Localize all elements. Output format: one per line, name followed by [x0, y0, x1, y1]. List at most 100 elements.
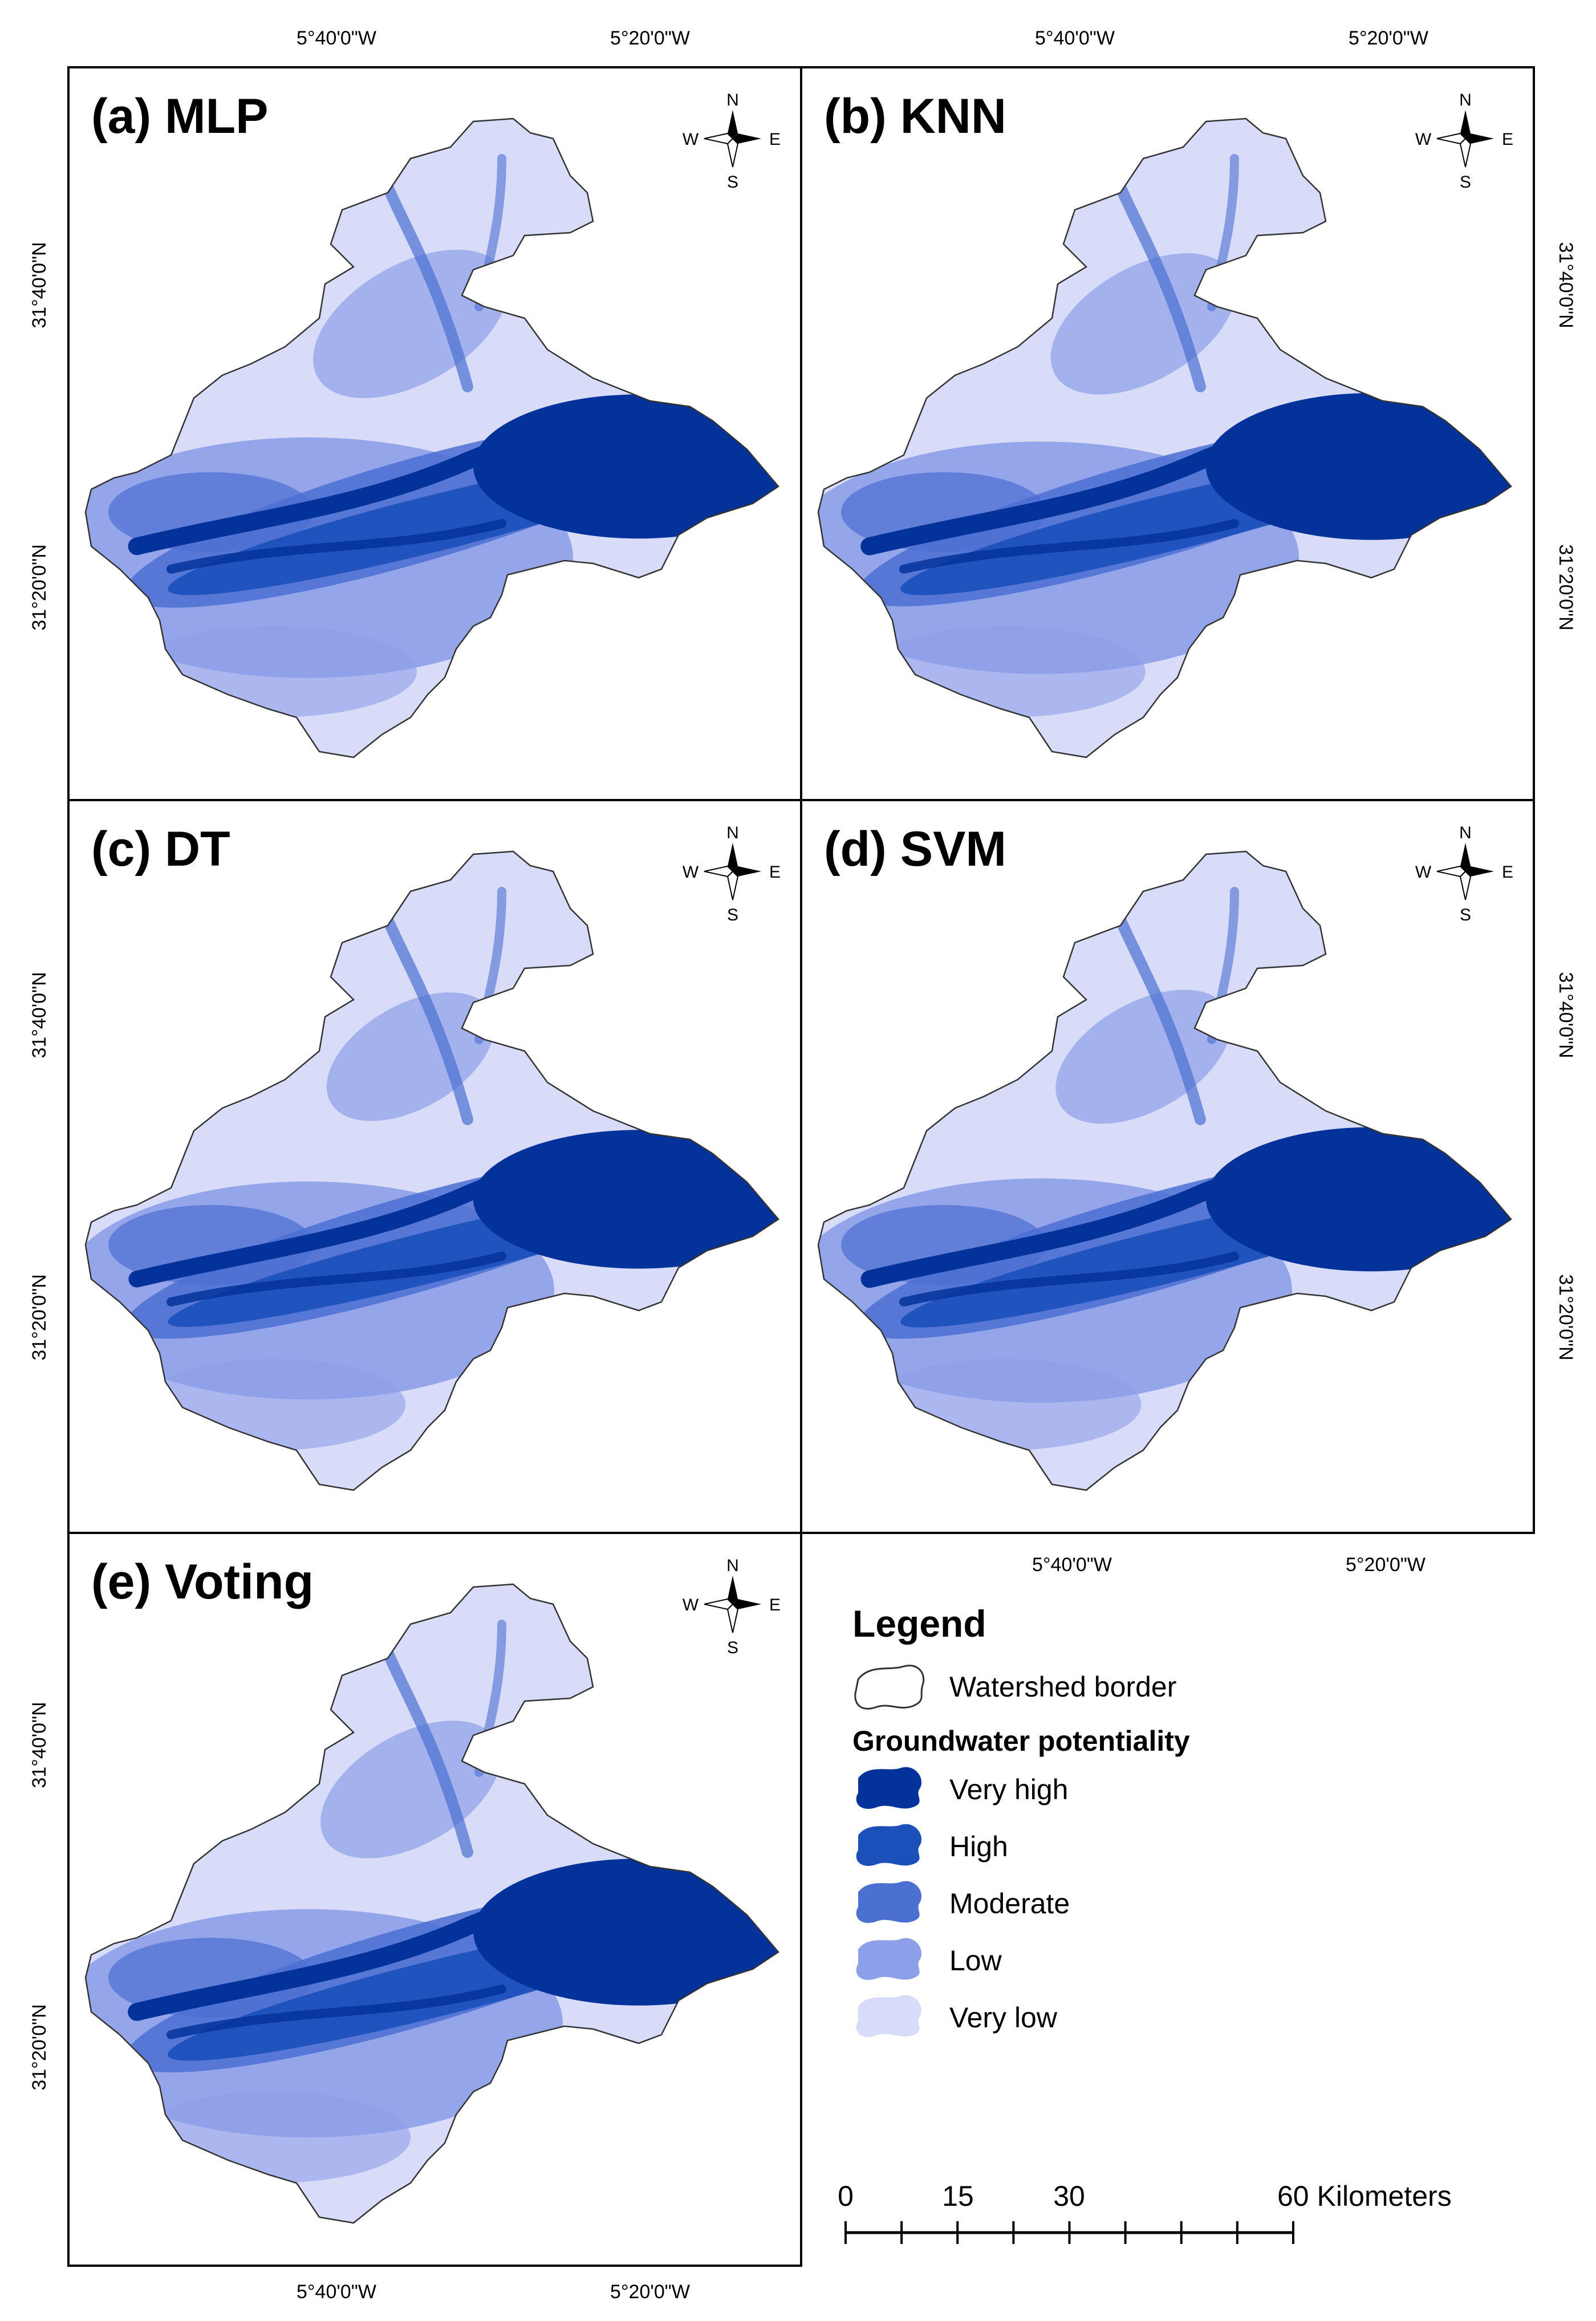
lat-top-b: 31°40'0"N [1555, 242, 1577, 328]
compass-letter: W [683, 1596, 699, 1614]
moderate-channel [382, 1647, 473, 1858]
moderate-channel [1115, 914, 1206, 1125]
compass-letter: S [727, 173, 738, 192]
compass-letter: W [1415, 130, 1432, 149]
moderate-zone [841, 1205, 1046, 1285]
compass-icon: N S E W [683, 91, 781, 192]
legend-item-label: High [949, 1831, 1008, 1863]
panel-title: (b) KNN [824, 89, 1006, 144]
legend-swatch [856, 1767, 922, 1809]
compass-letter: S [727, 1638, 738, 1657]
scale-ticks [844, 2221, 1294, 2244]
moderate-zone [108, 1205, 314, 1285]
very-high-valley [899, 1252, 1239, 1306]
top-lon-left-a: 5°40'0"W [297, 27, 376, 49]
very-high-valley [166, 1985, 506, 2039]
compass-icon: N S E W [1415, 823, 1513, 924]
scale-label-0: 0 [838, 2180, 854, 2212]
legend-swatch [856, 1995, 922, 2037]
very-high-valley [860, 1145, 1380, 1288]
panel-title: (a) MLP [91, 89, 269, 144]
very-high-valley [166, 519, 506, 574]
compass-letter: E [1502, 130, 1513, 149]
legend-item-label: Moderate [949, 1888, 1070, 1920]
panel-title: (d) SVM [824, 822, 1006, 877]
legend-items: Very high High Moderate Low Very low [856, 1767, 1070, 2037]
lat-bottom-e: 31°20'0"N [29, 2004, 50, 2090]
panel-title: (c) DT [91, 822, 230, 877]
compass-icon: N S E W [683, 823, 781, 924]
moderate-channel [382, 181, 473, 392]
legend: Legend Watershed border Groundwater pote… [852, 1602, 1190, 2037]
lat-top-c: 31°40'0"N [29, 972, 50, 1058]
very-high-valley [166, 1252, 506, 1306]
scale-label-60: 60 Kilometers [1277, 2180, 1452, 2212]
watershed-border-label: Watershed border [949, 1671, 1176, 1703]
scale-label-30: 30 [1053, 2180, 1085, 2212]
compass-letter: S [727, 906, 738, 924]
compass-letter: W [683, 863, 699, 882]
watershed-border [817, 850, 1512, 1491]
legend-item-label: Very high [949, 1774, 1068, 1805]
map-panel: (a) MLP N S E W [67, 66, 802, 801]
map-panel: (d) SVM N S E W [800, 799, 1535, 1534]
lat-top-e: 31°40'0"N [29, 1702, 50, 1788]
very-high-valley [128, 412, 648, 555]
legend-subtitle: Groundwater potentiality [852, 1725, 1190, 1757]
scale-bar: 0 15 30 60 Kilometers [838, 2180, 1452, 2244]
compass-letter: E [769, 1596, 781, 1614]
lat-top-a: 31°40'0"N [29, 242, 50, 328]
compass-letter: S [1460, 173, 1471, 192]
bottom-lon-left-e: 5°40'0"W [297, 2281, 376, 2303]
lat-bottom-b: 31°20'0"N [1555, 544, 1577, 630]
moderate-zone [108, 472, 314, 552]
compass-letter: S [1460, 906, 1471, 924]
very-high-valley [860, 412, 1380, 555]
bottom-lon-right-d: 5°20'0"W [1346, 1554, 1426, 1576]
lat-bottom-a: 31°20'0"N [29, 544, 50, 630]
very-high-valley [128, 1877, 648, 2021]
top-lon-left-b: 5°40'0"W [1035, 27, 1115, 49]
legend-item-label: Low [949, 1945, 1002, 1977]
top-lon-right-b: 5°20'0"W [1349, 27, 1428, 49]
coordinate-ticks: 5°40'0"W 5°20'0"W 5°40'0"W 5°20'0"W 31°4… [29, 27, 1577, 2303]
very-high-valley [128, 1145, 647, 1288]
legend-swatch [856, 1938, 922, 1980]
watershed-border-swatch [854, 1665, 925, 1710]
map-panel: (b) KNN N S E W [800, 66, 1535, 801]
compass-icon: N S E W [1415, 91, 1513, 192]
very-high-valley [899, 519, 1239, 574]
compass-letter: N [726, 823, 739, 842]
compass-letter: E [1502, 863, 1513, 882]
panel-title: (e) Voting [91, 1555, 314, 1609]
compass-letter: N [1459, 91, 1472, 109]
lat-bottom-d: 31°20'0"N [1555, 1274, 1577, 1360]
compass-letter: N [726, 91, 739, 109]
bottom-lon-left-d: 5°40'0"W [1032, 1554, 1112, 1576]
moderate-channel [382, 914, 473, 1125]
legend-item-label: Very low [949, 2002, 1058, 2034]
compass-letter: N [726, 1556, 739, 1575]
watershed-border [84, 117, 779, 758]
lat-top-d: 31°40'0"N [1555, 972, 1577, 1058]
low-zone [326, 992, 495, 1121]
compass-letter: W [1415, 863, 1432, 882]
map-panels: (a) MLP N S E W (b) KNN N S E W (c) DT N S E W (d) SVM N… [67, 66, 1535, 2267]
compass-icon: N S E W [683, 1556, 781, 1657]
compass-letter: E [769, 130, 781, 149]
watershed-border [84, 1583, 779, 2224]
lat-bottom-c: 31°20'0"N [29, 1274, 50, 1360]
legend-swatch [856, 1824, 922, 1866]
top-lon-right-a: 5°20'0"W [610, 27, 690, 49]
legend-swatch [856, 1881, 922, 1923]
legend-title: Legend [852, 1602, 986, 1645]
map-panel: (c) DT N S E W [67, 799, 802, 1534]
compass-letter: W [683, 130, 699, 149]
compass-letter: E [769, 863, 781, 882]
watershed-border [84, 850, 779, 1491]
watershed-border [817, 117, 1512, 758]
moderate-channel [1115, 181, 1206, 392]
scale-label-15: 15 [942, 2180, 974, 2212]
bottom-lon-right-e: 5°20'0"W [610, 2281, 690, 2303]
